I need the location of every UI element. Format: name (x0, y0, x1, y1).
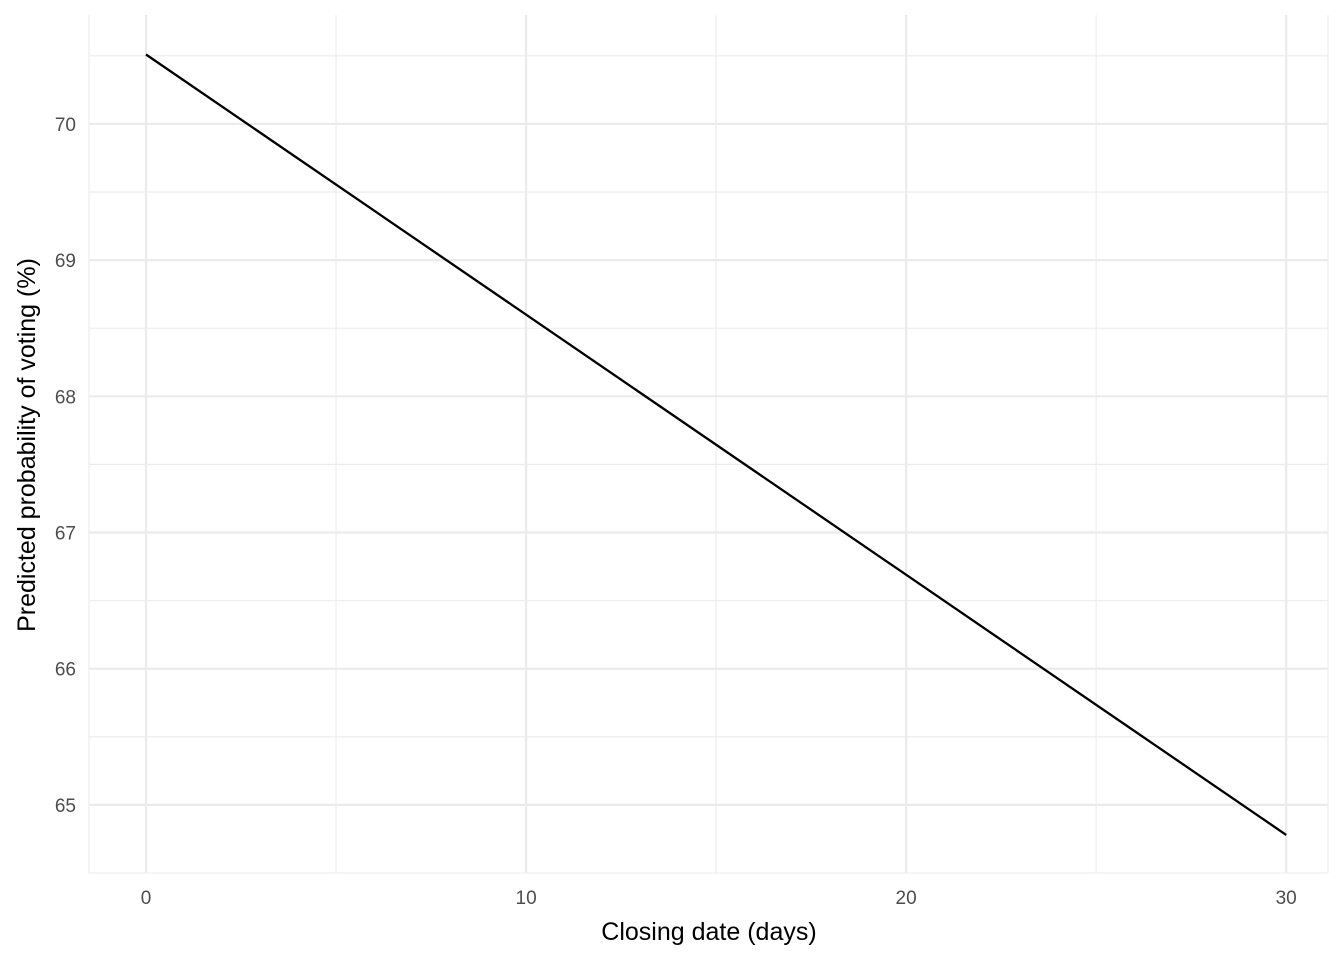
x-tick-label-3: 30 (1276, 888, 1297, 909)
y-tick-label-5: 70 (55, 115, 76, 136)
x-tick-label-0: 0 (141, 888, 152, 909)
y-tick-label-2: 67 (55, 524, 76, 545)
series-line-0 (145, 53, 1287, 836)
x-axis-tick-labels: 0 10 20 30 (141, 888, 1297, 909)
series-layer (145, 53, 1287, 836)
x-tick-label-2: 20 (896, 888, 917, 909)
minor-gridlines (88, 15, 1329, 874)
y-axis-tick-labels: 65 66 67 68 69 70 (55, 115, 76, 817)
y-tick-label-3: 68 (55, 387, 76, 408)
major-gridlines (89, 15, 1328, 873)
x-axis-title: Closing date (days) (601, 918, 816, 946)
y-tick-label-0: 65 (55, 796, 76, 817)
y-tick-label-4: 69 (55, 251, 76, 272)
y-axis-title: Predicted probability of voting (%) (13, 258, 41, 632)
y-tick-label-1: 66 (55, 660, 76, 681)
x-tick-label-1: 10 (516, 888, 537, 909)
